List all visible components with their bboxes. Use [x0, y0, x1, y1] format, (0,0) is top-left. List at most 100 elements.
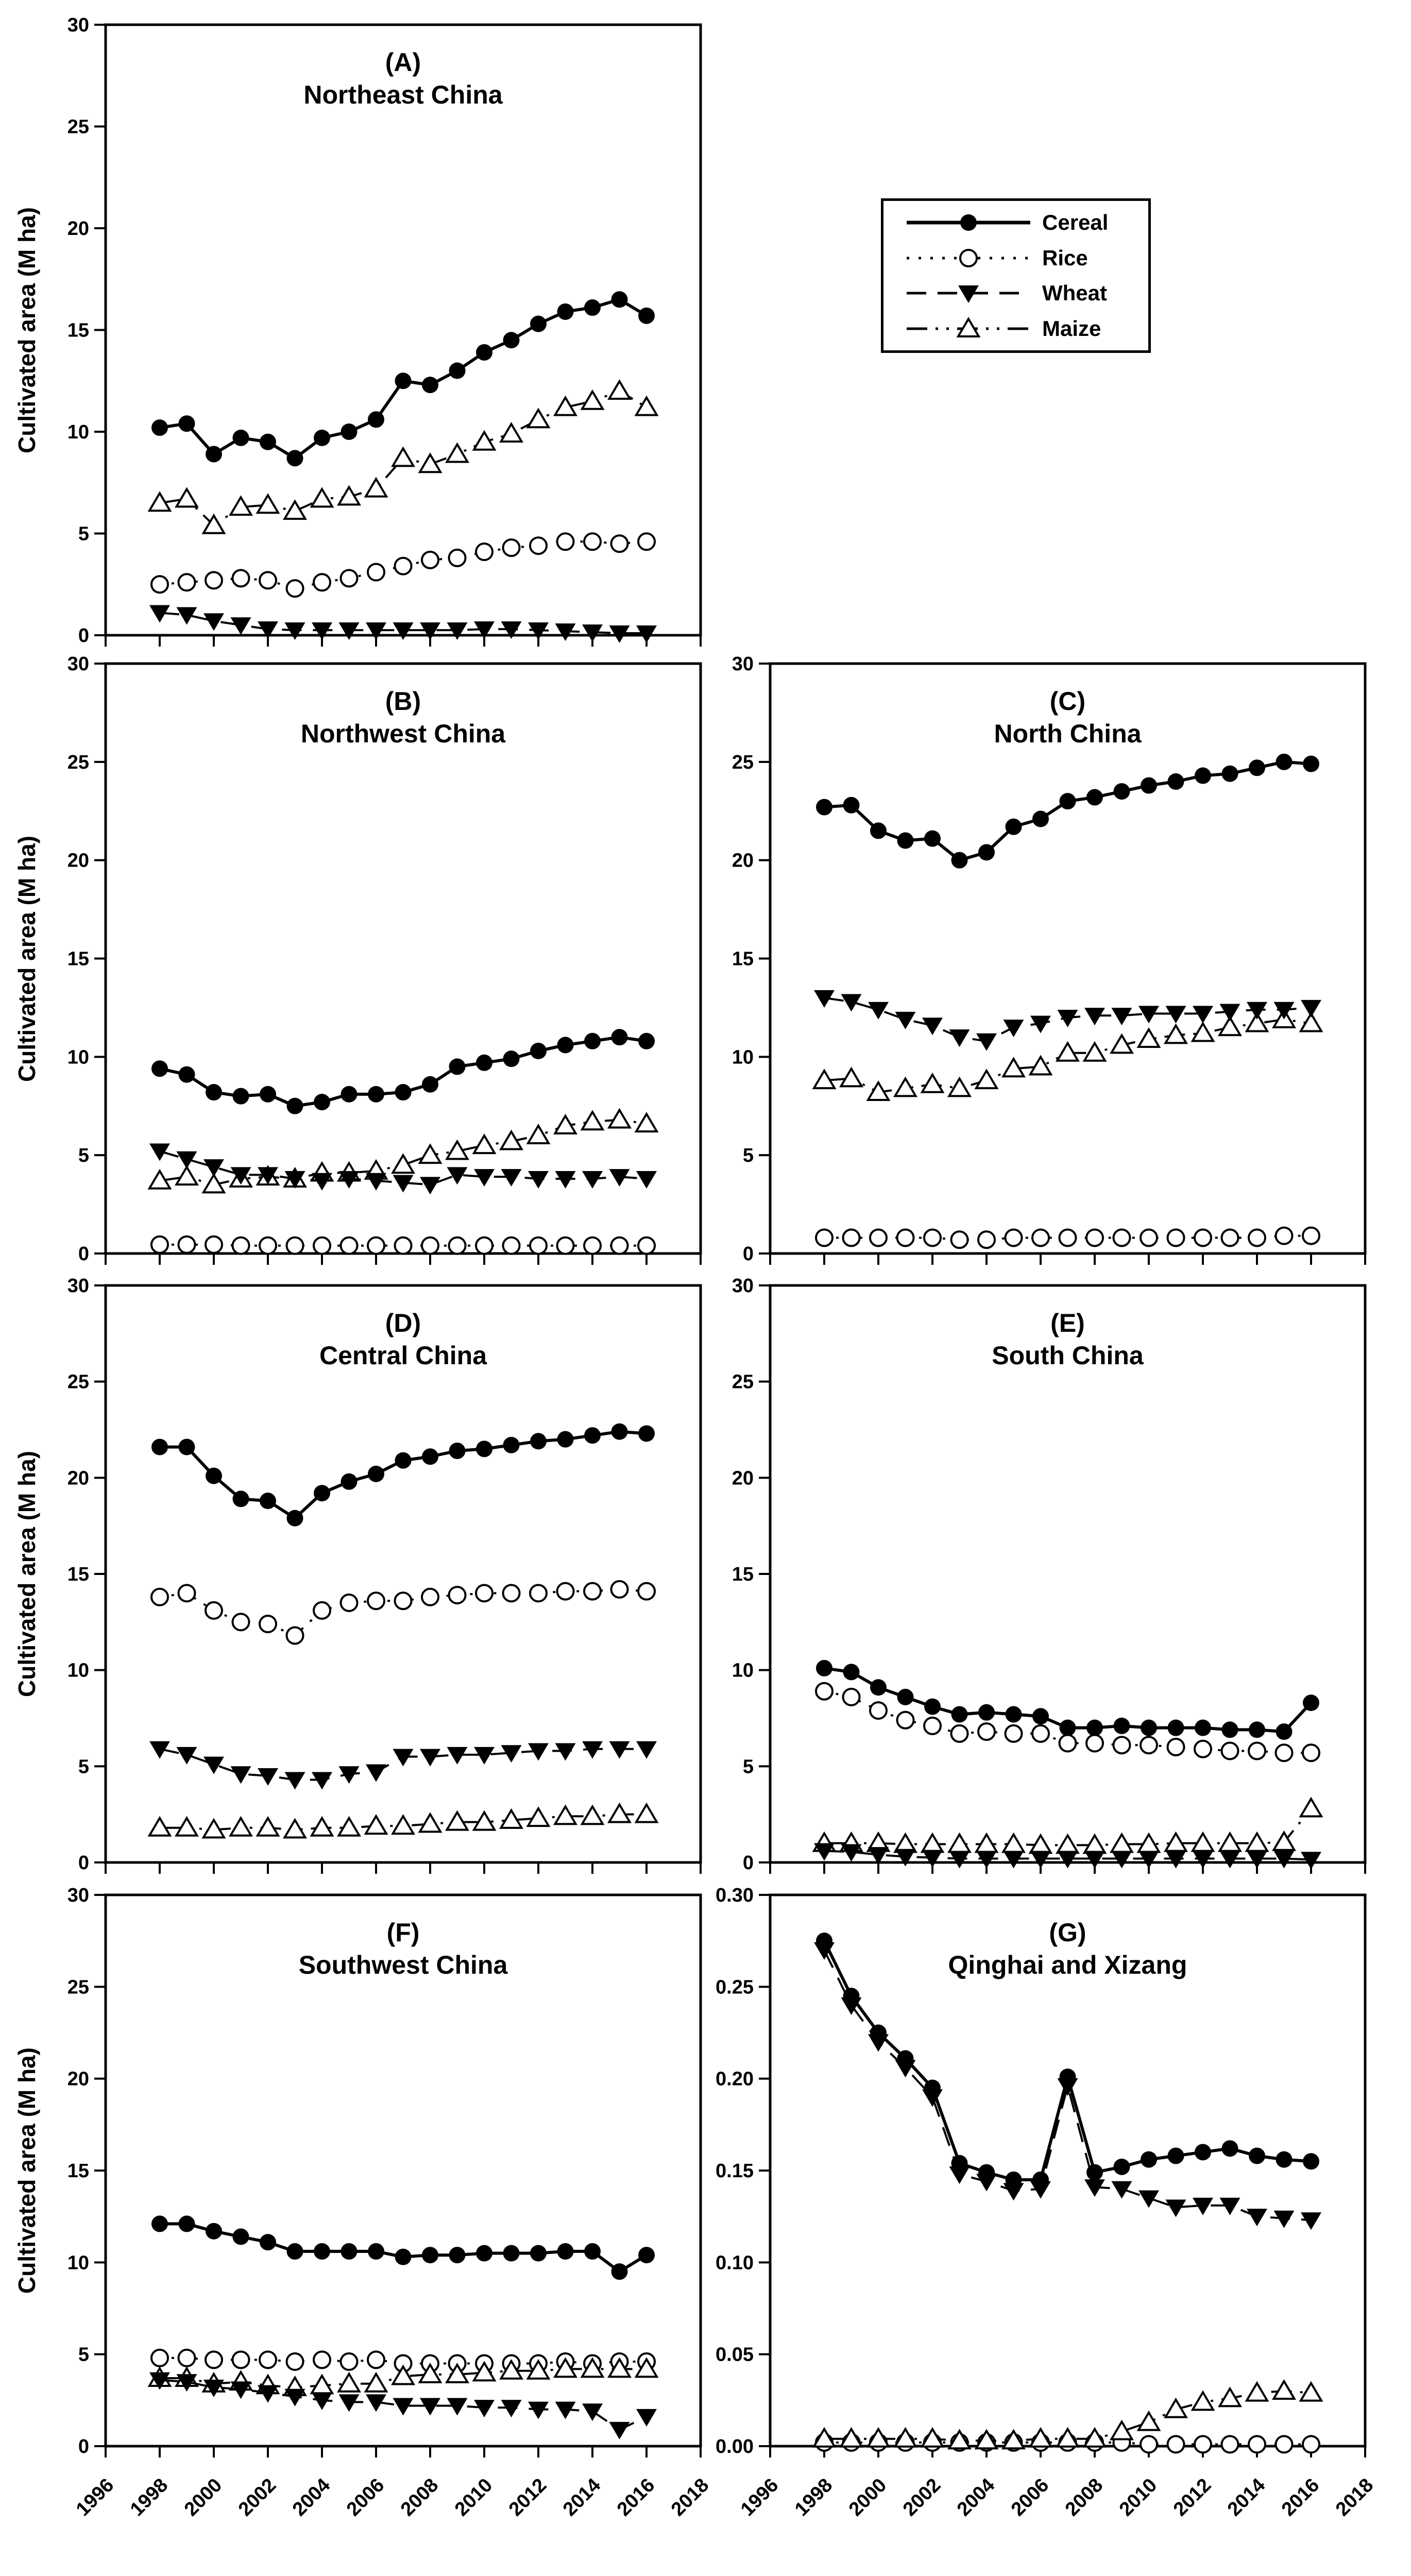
panel-d-title: (D) Central China [106, 1307, 701, 1371]
svg-text:2006: 2006 [1007, 2475, 1053, 2520]
svg-text:20: 20 [67, 1467, 89, 1489]
svg-text:20: 20 [67, 2069, 89, 2090]
y-axis-label-row1: Cultivated area (M ha) [13, 207, 40, 453]
panel-a-region: Northeast China [303, 80, 503, 109]
svg-text:30: 30 [67, 14, 89, 36]
svg-text:2002: 2002 [899, 2475, 945, 2520]
panel-d-label: (D) [385, 1309, 421, 1337]
svg-text:2012: 2012 [1169, 2475, 1215, 2520]
svg-text:1998: 1998 [126, 2475, 172, 2520]
svg-text:15: 15 [67, 948, 89, 970]
svg-text:15: 15 [67, 320, 89, 342]
panel-c-series-cereal [816, 753, 1319, 869]
y-axis-label-row2: Cultivated area (M ha) [13, 835, 40, 1082]
panel-f-plot: 0 5 10 15 20 25 30 1996 1998 2000 2002 2004 2006 2008… [67, 1885, 713, 2520]
svg-text:25: 25 [67, 1371, 89, 1393]
panel-d-series-rice [150, 1580, 656, 1645]
svg-text:1996: 1996 [72, 2475, 118, 2520]
panel-c-label: (C) [1049, 687, 1086, 716]
svg-text:0: 0 [78, 1243, 89, 1265]
cereal-line-marker-icon [907, 214, 1030, 231]
svg-text:25: 25 [67, 1976, 89, 1998]
svg-text:2016: 2016 [613, 2475, 659, 2520]
legend-label-wheat: Wheat [1042, 281, 1107, 306]
svg-text:2014: 2014 [559, 2475, 605, 2520]
panel-g-series-wheat [814, 1942, 1321, 2230]
panel-e-label: (E) [1050, 1309, 1085, 1337]
svg-text:2002: 2002 [234, 2475, 280, 2520]
legend-item-rice: Rice [904, 242, 1148, 275]
svg-text:0.25: 0.25 [716, 1976, 754, 1998]
svg-text:20: 20 [732, 850, 754, 872]
svg-text:25: 25 [732, 1371, 754, 1393]
panel-c-series-maize [812, 1007, 1323, 1101]
panel-b-title: (B) Northwest China [106, 685, 701, 750]
svg-text:20: 20 [67, 850, 89, 872]
svg-text:1998: 1998 [791, 2475, 837, 2520]
panel-e-title: (E) South China [770, 1307, 1365, 1371]
svg-text:2016: 2016 [1278, 2475, 1323, 2520]
svg-text:2018: 2018 [1332, 2475, 1378, 2520]
svg-text:30: 30 [67, 1885, 89, 1906]
panel-f-series-maize [147, 2357, 659, 2396]
svg-text:0: 0 [78, 625, 89, 647]
svg-text:0: 0 [78, 2436, 89, 2458]
svg-text:10: 10 [732, 1660, 754, 1682]
svg-text:0.15: 0.15 [716, 2160, 754, 2182]
y-axis-label-row3: Cultivated area (M ha) [13, 1451, 40, 1697]
panel-a-series-wheat [149, 605, 657, 643]
svg-text:25: 25 [67, 116, 89, 138]
panel-d-region: Central China [319, 1341, 487, 1370]
panel-e-series-maize [812, 1797, 1323, 1854]
panel-a-series-cereal [151, 291, 655, 467]
legend-item-maize: Maize [904, 312, 1148, 345]
svg-text:5: 5 [78, 1756, 89, 1777]
svg-text:15: 15 [732, 948, 754, 970]
svg-text:30: 30 [732, 653, 754, 675]
svg-text:15: 15 [67, 1564, 89, 1585]
panel-c-title: (C) North China [770, 685, 1365, 750]
wheat-line-marker-icon [907, 285, 1030, 303]
panel-a-title: (A) Northeast China [106, 46, 701, 111]
svg-text:2012: 2012 [505, 2475, 551, 2520]
svg-text:20: 20 [67, 218, 89, 240]
panel-b-series-wheat [149, 1143, 657, 1195]
panel-g-title: (G) Qinghai and Xizang [770, 1917, 1365, 1981]
panel-c-axes: 0 5 10 15 20 25 30 [732, 653, 1367, 1265]
svg-text:2000: 2000 [845, 2475, 891, 2520]
panel-c-series-rice [815, 1226, 1320, 1249]
svg-text:25: 25 [732, 752, 754, 773]
svg-text:10: 10 [67, 1046, 89, 1068]
svg-text:0: 0 [78, 1852, 89, 1874]
legend-label-maize: Maize [1042, 316, 1101, 341]
panel-a-series-maize [147, 379, 659, 534]
svg-text:2000: 2000 [180, 2475, 226, 2520]
svg-text:2004: 2004 [953, 2475, 999, 2520]
svg-text:0.05: 0.05 [716, 2344, 754, 2366]
svg-text:2008: 2008 [397, 2475, 443, 2520]
panel-g-series-maize [812, 2379, 1323, 2450]
svg-text:15: 15 [67, 2160, 89, 2182]
legend-item-wheat: Wheat [904, 277, 1148, 310]
panel-f-title: (F) Southwest China [106, 1917, 701, 1981]
panel-b-series-rice [150, 1235, 656, 1255]
svg-text:2010: 2010 [451, 2475, 497, 2520]
panel-d-series-cereal [151, 1423, 655, 1527]
panel-d-axes: 0 5 10 15 20 25 30 [67, 1275, 702, 1874]
panel-f-series-wheat [149, 2372, 657, 2439]
svg-text:0: 0 [743, 1852, 754, 1874]
panel-a-plot: 0 5 10 15 20 25 30 [67, 14, 702, 647]
svg-text:30: 30 [67, 1275, 89, 1297]
panel-c-region: North China [994, 719, 1142, 748]
svg-text:2006: 2006 [343, 2475, 388, 2520]
rice-line-marker-icon [907, 248, 1030, 267]
svg-text:2008: 2008 [1061, 2475, 1107, 2520]
panel-d-series-maize [147, 1802, 659, 1839]
svg-text:10: 10 [67, 421, 89, 443]
legend-label-rice: Rice [1042, 245, 1088, 270]
panel-f-label: (F) [386, 1918, 420, 1947]
panel-e-series-wheat [814, 1843, 1321, 1870]
maize-line-marker-icon [907, 316, 1030, 337]
y-axis-label-row4: Cultivated area (M ha) [13, 2047, 40, 2294]
